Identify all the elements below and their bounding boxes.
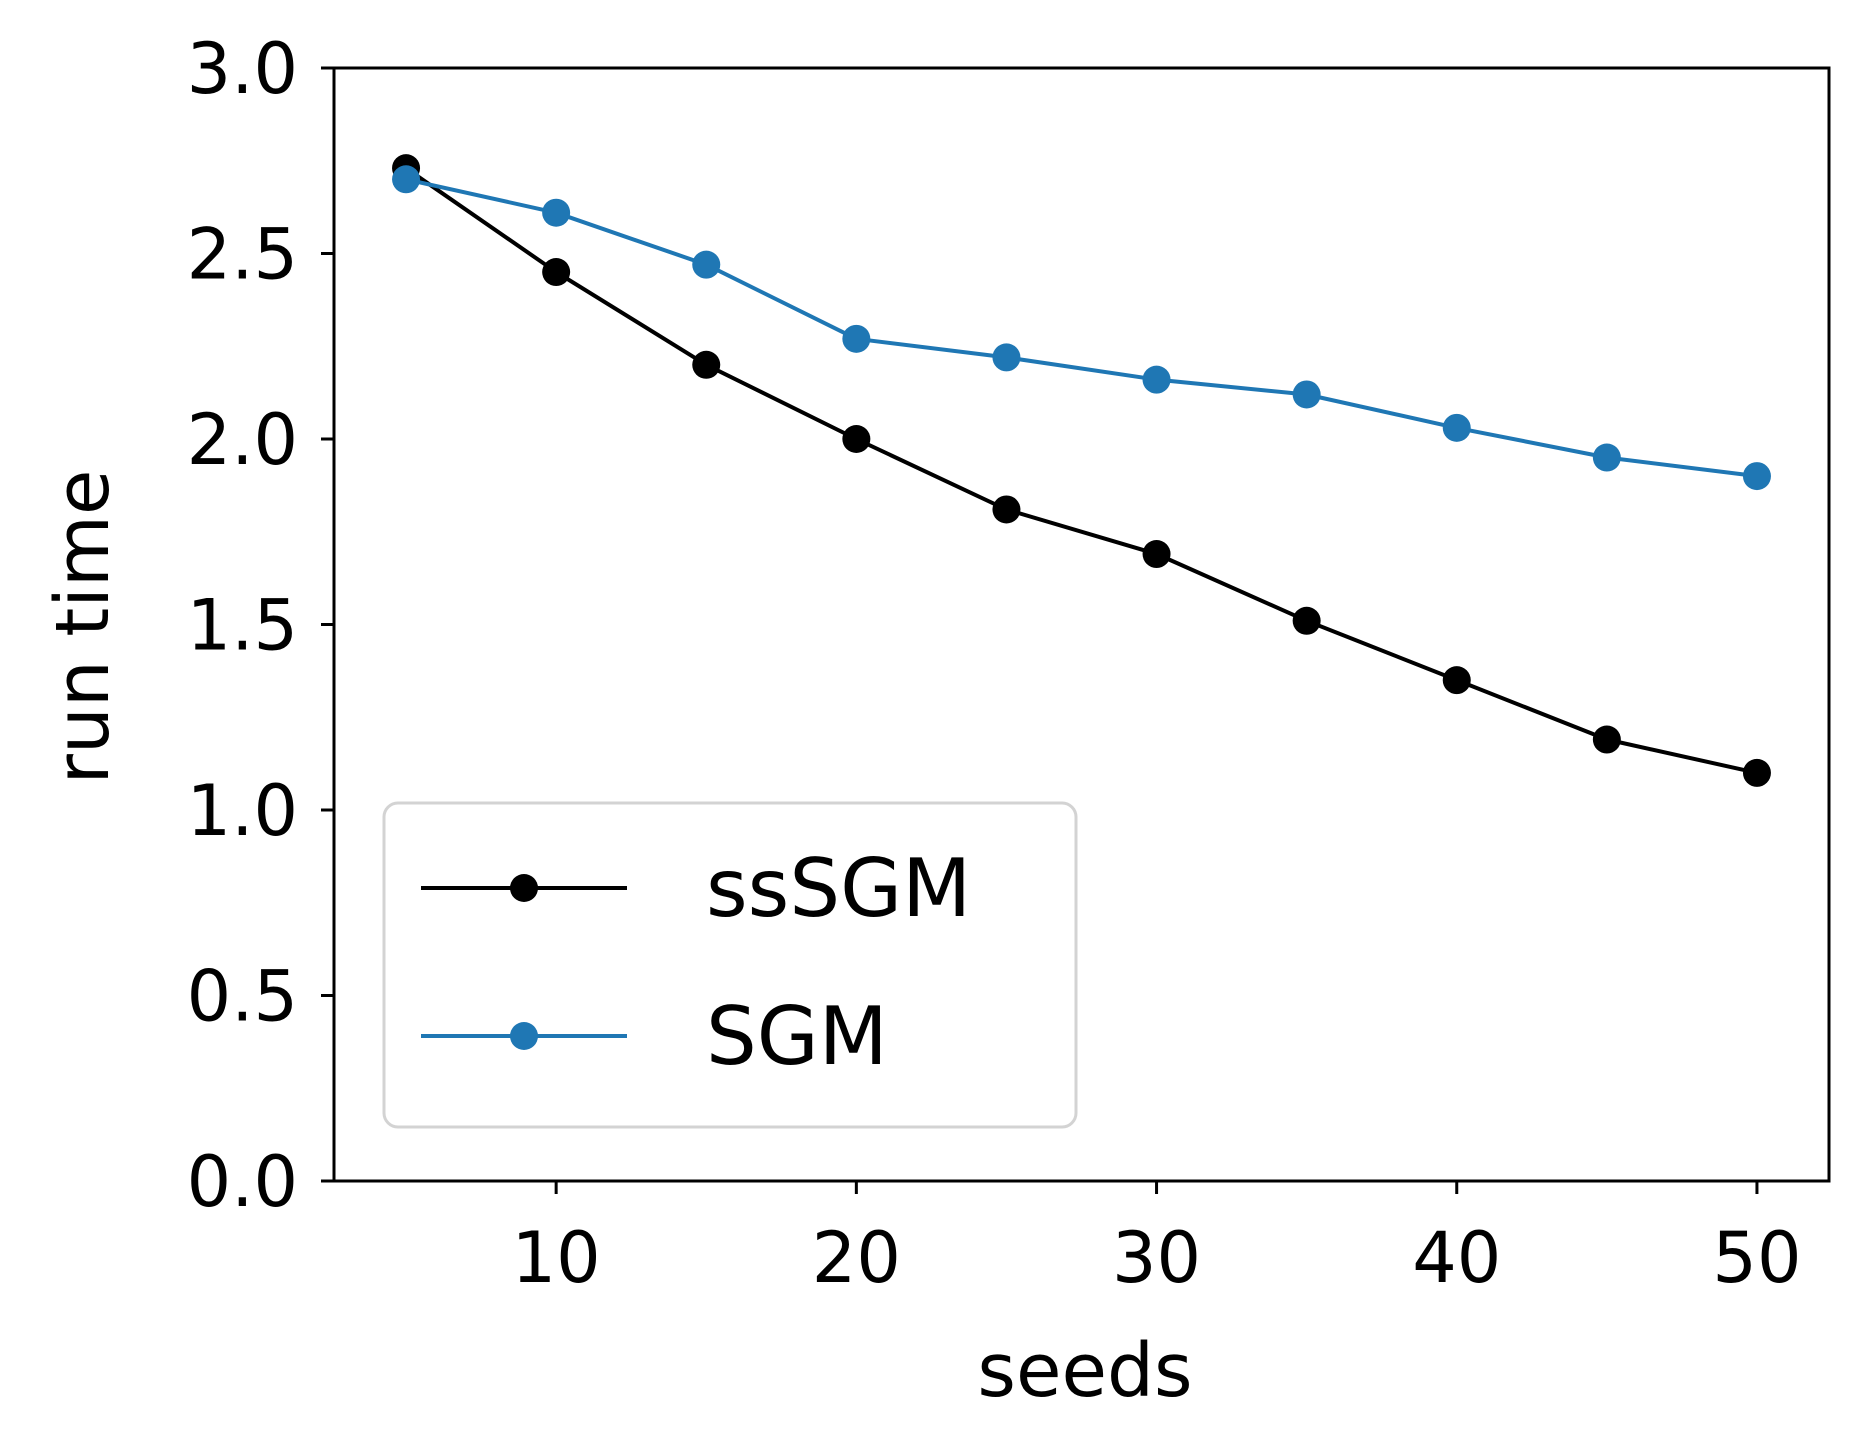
x-tick-label: 10 bbox=[512, 1217, 601, 1299]
x-tick-label: 20 bbox=[812, 1217, 901, 1299]
x-axis-title: seeds bbox=[977, 1328, 1192, 1414]
data-point-sgm bbox=[392, 165, 421, 194]
plot-layer bbox=[392, 154, 1771, 787]
y-tick-label: 2.5 bbox=[187, 214, 298, 296]
data-point-sssgm bbox=[692, 350, 721, 379]
legend-marker-sgm bbox=[510, 1022, 538, 1050]
axis-layer: 0.0 0.5 1.0 1.5 2.0 2.5 3.0 10 20 30 40 50 bbox=[187, 28, 1831, 1299]
data-point-sssgm bbox=[1142, 540, 1171, 569]
y-axis-title: run time bbox=[40, 470, 126, 785]
data-point-sgm bbox=[692, 250, 721, 279]
data-point-sssgm bbox=[1742, 758, 1771, 787]
data-point-sssgm bbox=[1442, 666, 1471, 695]
y-tick-label: 0.5 bbox=[187, 956, 298, 1038]
data-point-sssgm bbox=[1592, 725, 1621, 754]
data-point-sssgm bbox=[542, 258, 571, 287]
data-point-sgm bbox=[992, 343, 1021, 372]
y-tick-label: 3.0 bbox=[187, 28, 298, 110]
legend-marker-sssgm bbox=[510, 874, 538, 902]
data-point-sssgm bbox=[1292, 606, 1321, 635]
y-tick-label: 0.0 bbox=[187, 1141, 298, 1223]
legend-frame bbox=[382, 801, 1078, 1129]
y-tick-label: 1.0 bbox=[187, 770, 298, 852]
data-point-sgm bbox=[842, 324, 871, 353]
legend-label-sssgm: ssSGM bbox=[706, 842, 971, 935]
legend: ssSGM SGM bbox=[382, 801, 1078, 1129]
data-point-sgm bbox=[1142, 365, 1171, 394]
data-point-sgm bbox=[1592, 443, 1621, 472]
x-tick-label: 50 bbox=[1712, 1217, 1801, 1299]
legend-label-sgm: SGM bbox=[706, 990, 888, 1083]
data-point-sgm bbox=[1442, 413, 1471, 442]
y-tick-label: 2.0 bbox=[187, 399, 298, 481]
data-point-sssgm bbox=[992, 495, 1021, 524]
series-line-sgm bbox=[403, 176, 1760, 479]
data-point-sgm bbox=[1742, 462, 1771, 491]
x-tick-label: 30 bbox=[1112, 1217, 1201, 1299]
y-tick-label: 1.5 bbox=[187, 585, 298, 667]
data-point-sssgm bbox=[842, 425, 871, 453]
legend-entries: ssSGM SGM bbox=[421, 842, 971, 1083]
data-point-sgm bbox=[542, 198, 571, 227]
data-point-sgm bbox=[1292, 380, 1321, 409]
series-line-sssgm bbox=[403, 165, 1760, 776]
x-tick-label: 40 bbox=[1412, 1217, 1501, 1299]
